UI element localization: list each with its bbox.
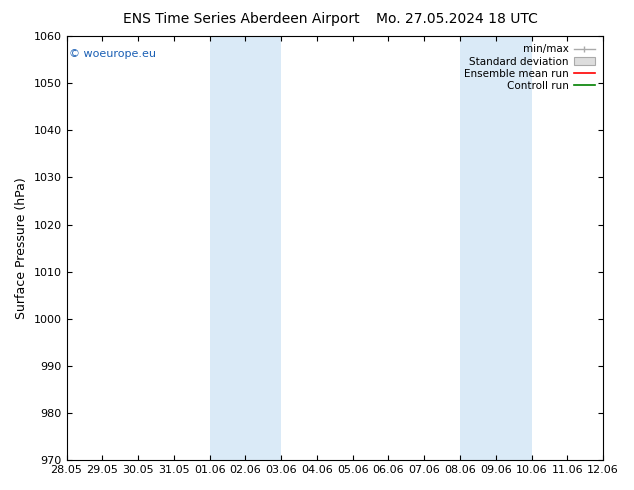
Bar	[210, 36, 281, 460]
Text: ENS Time Series Aberdeen Airport: ENS Time Series Aberdeen Airport	[122, 12, 359, 26]
Text: Mo. 27.05.2024 18 UTC: Mo. 27.05.2024 18 UTC	[375, 12, 538, 26]
Text: © woeurope.eu: © woeurope.eu	[69, 49, 156, 59]
Y-axis label: Surface Pressure (hPa): Surface Pressure (hPa)	[15, 177, 28, 319]
Legend: min/max, Standard deviation, Ensemble mean run, Controll run: min/max, Standard deviation, Ensemble me…	[461, 41, 598, 94]
Bar	[460, 36, 531, 460]
